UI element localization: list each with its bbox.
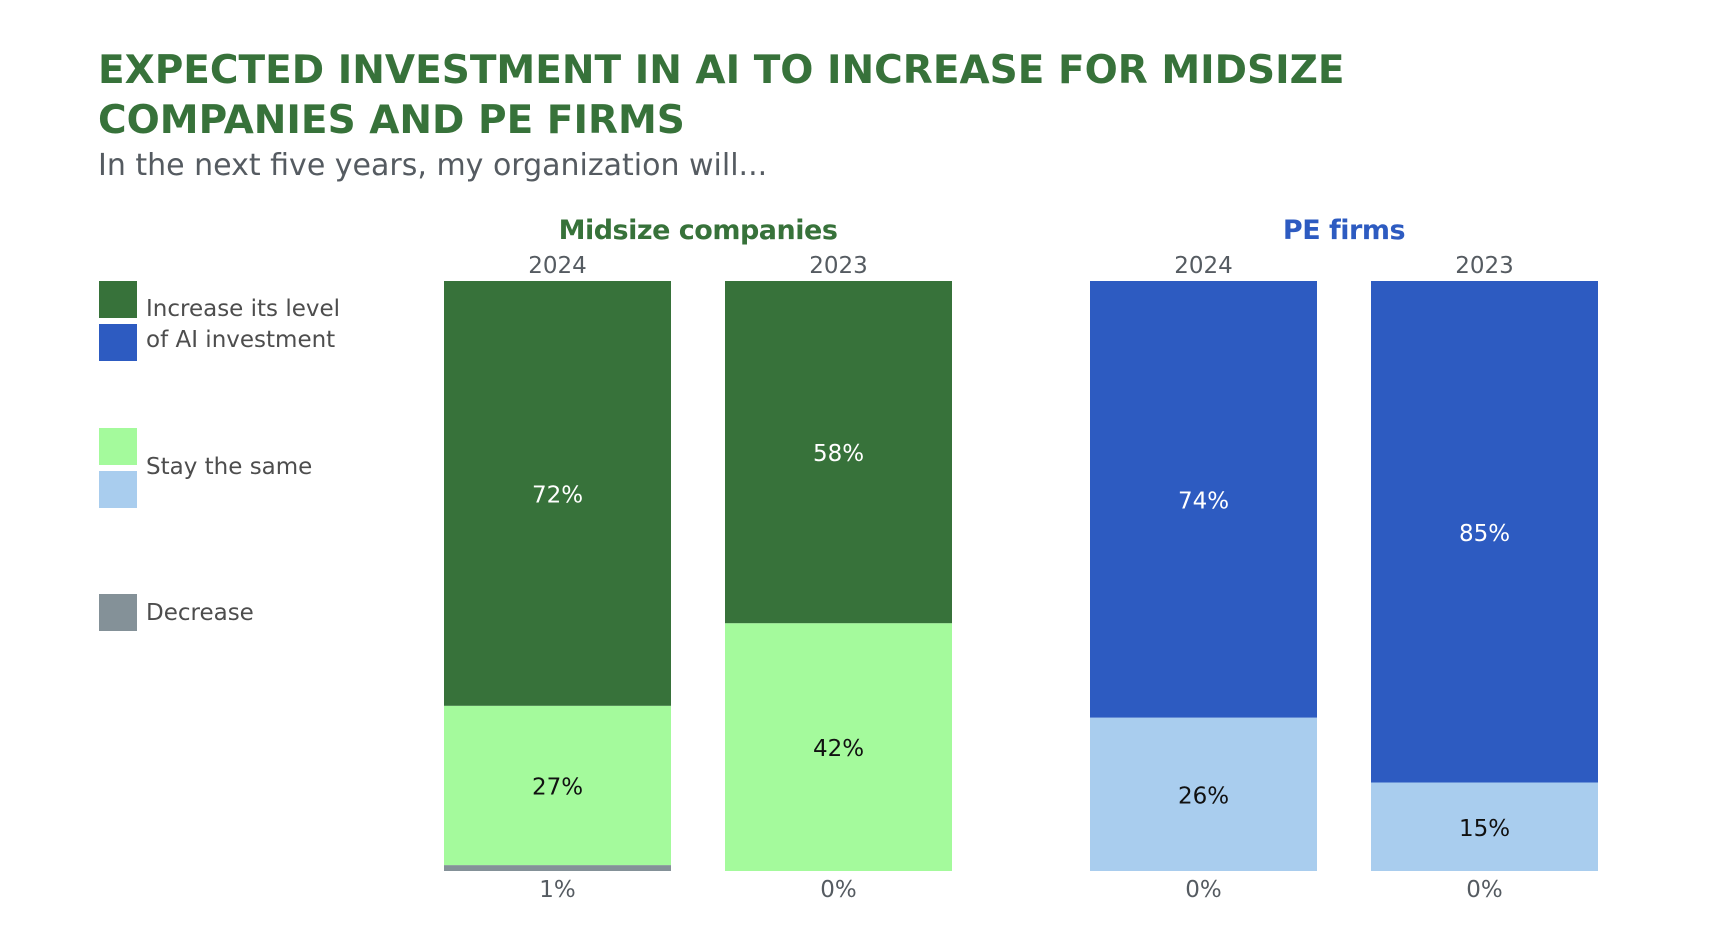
legend-swatch-same-pe <box>99 471 137 508</box>
data-label-pe-firms-2023-stay-the-same: 15% <box>1459 816 1510 842</box>
bar-pe-firms-2024-increase-its-level-of-ai-investment <box>1090 281 1317 718</box>
bar-midsize-companies-2024-stay-the-same <box>444 705 671 866</box>
legend-swatch-same-midsize <box>99 428 137 465</box>
data-label-midsize-companies-2024-increase-its-level-of-ai-investment: 72% <box>532 482 583 508</box>
data-label-midsize-companies-2024-stay-the-same: 27% <box>532 774 583 800</box>
legend-label-increase-line1: Increase its level <box>146 296 341 322</box>
legend-swatch-increase-pe <box>99 324 137 361</box>
chart-title: EXPECTED INVESTMENT IN AI TO INCREASE FO… <box>98 48 1345 143</box>
data-label-midsize-companies-2024-decrease: 1% <box>539 877 576 903</box>
group-title-pe-firms: PE firms <box>1283 215 1405 246</box>
legend-swatch-decrease <box>99 594 137 631</box>
year-label-midsize-companies-2023: 2023 <box>809 253 868 279</box>
bar-midsize-companies-2023-increase-its-level-of-ai-investment <box>725 281 952 624</box>
legend-label-decrease: Decrease <box>146 600 254 626</box>
data-label-midsize-companies-2023-stay-the-same: 42% <box>813 736 864 762</box>
bar-midsize-companies-2023-stay-the-same <box>725 623 952 871</box>
legend-label-same: Stay the same <box>146 454 313 480</box>
year-label-pe-firms-2024: 2024 <box>1174 253 1233 279</box>
group-title-midsize-companies: Midsize companies <box>559 215 838 246</box>
data-label-pe-firms-2023-decrease: 0% <box>1466 877 1503 903</box>
year-label-pe-firms-2023: 2023 <box>1455 253 1514 279</box>
year-label-midsize-companies-2024: 2024 <box>528 253 587 279</box>
bar-pe-firms-2023-increase-its-level-of-ai-investment <box>1371 281 1598 783</box>
data-label-midsize-companies-2023-decrease: 0% <box>820 877 857 903</box>
bar-midsize-companies-2024-increase-its-level-of-ai-investment <box>444 281 671 706</box>
legend-label-increase-line2: of AI investment <box>146 327 336 353</box>
bar-midsize-companies-2024-decrease <box>444 865 671 871</box>
legend-swatch-increase-midsize <box>99 281 137 318</box>
bar-pe-firms-2024-stay-the-same <box>1090 717 1317 871</box>
data-label-pe-firms-2023-increase-its-level-of-ai-investment: 85% <box>1459 521 1510 547</box>
bar-pe-firms-2023-stay-the-same <box>1371 782 1598 871</box>
data-label-midsize-companies-2023-increase-its-level-of-ai-investment: 58% <box>813 441 864 467</box>
data-label-pe-firms-2024-increase-its-level-of-ai-investment: 74% <box>1178 488 1229 514</box>
chart-subtitle: In the next five years, my organization … <box>98 148 768 183</box>
data-label-pe-firms-2024-stay-the-same: 26% <box>1178 783 1229 809</box>
data-label-pe-firms-2024-decrease: 0% <box>1185 877 1222 903</box>
